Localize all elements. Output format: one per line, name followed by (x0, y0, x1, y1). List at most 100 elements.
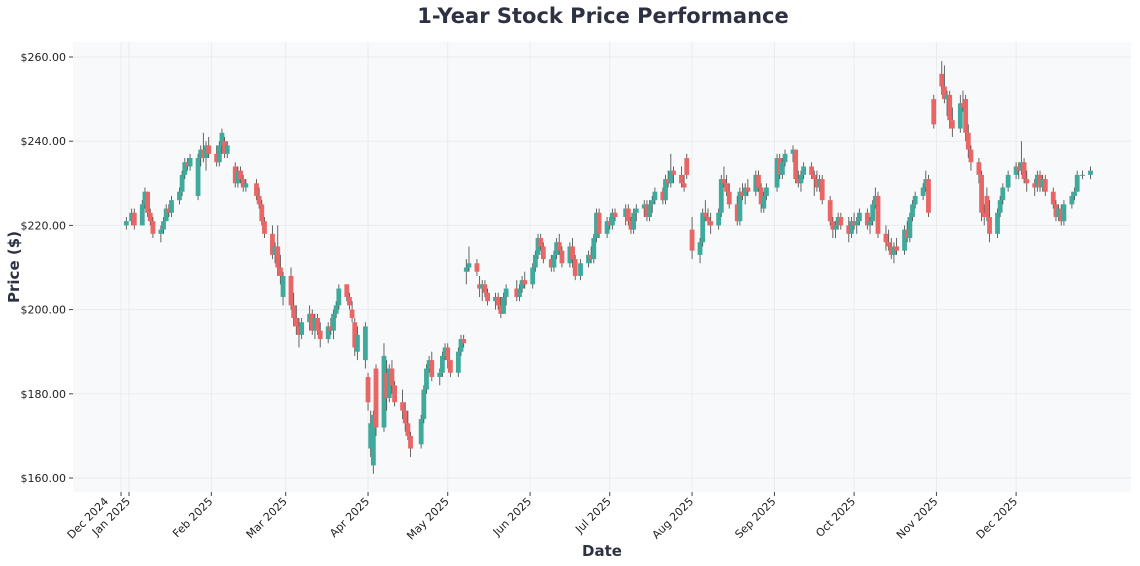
candle (344, 284, 350, 302)
candle (578, 259, 583, 281)
candle (455, 347, 461, 377)
candle (870, 200, 876, 226)
candle-body-down (259, 204, 265, 222)
candle (742, 183, 748, 205)
candle-body-down (1050, 191, 1056, 205)
candle (833, 221, 838, 239)
candle-body-down (206, 145, 212, 154)
candle-body-up (421, 389, 427, 420)
candle (147, 208, 153, 226)
candle (679, 166, 684, 188)
candle (846, 216, 852, 243)
candle (609, 208, 615, 230)
candle (243, 179, 249, 192)
x-tick-label: Dec 2025 (974, 495, 1021, 542)
candle (402, 402, 408, 432)
candle-body-down (570, 246, 575, 260)
candle (984, 187, 990, 222)
candle-body-up (591, 238, 597, 260)
candle (965, 124, 971, 159)
candle (1053, 200, 1059, 222)
candle-body-up (426, 360, 432, 369)
candle-body-up (798, 174, 804, 184)
candle (559, 246, 565, 268)
candle (968, 145, 974, 171)
candle (216, 141, 222, 167)
candle (532, 250, 538, 272)
candle-body-up (1013, 166, 1019, 175)
candle-body-down (681, 183, 687, 188)
x-tick-label: Jun 2025 (490, 495, 534, 539)
candle (142, 187, 148, 209)
candle-body-down (200, 149, 206, 159)
candle-body-down (875, 195, 881, 234)
candle-body-up (854, 221, 860, 226)
candle (904, 221, 910, 243)
candle-body-up (633, 208, 639, 213)
candle-body-up (519, 280, 525, 289)
candle (355, 326, 360, 361)
candle-body-down (538, 238, 544, 247)
candle (774, 153, 780, 192)
candle (458, 334, 464, 356)
candle (1080, 170, 1085, 180)
candle-body-down (888, 246, 894, 255)
candle-body-up (158, 229, 164, 234)
candle-body-up (312, 318, 318, 331)
candle (718, 174, 724, 217)
candle (482, 280, 488, 297)
candle (328, 318, 334, 335)
candle (503, 284, 509, 306)
x-tick-label: Mar 2025 (244, 495, 290, 541)
candles (123, 61, 1093, 474)
candle (949, 107, 955, 137)
candle (238, 166, 243, 184)
candle-body-down (214, 153, 220, 163)
candle (429, 351, 435, 382)
candle-body-up (554, 242, 560, 255)
candle (663, 174, 668, 205)
candle-body-down (540, 246, 546, 260)
candle (158, 225, 164, 243)
candle (370, 410, 376, 474)
candle (331, 309, 336, 340)
candle (854, 216, 860, 234)
candle-body-up (997, 200, 1003, 213)
candle (195, 153, 201, 201)
candle (1016, 162, 1022, 180)
candle-body-up (737, 191, 743, 222)
candle-body-down (809, 166, 814, 175)
candle (129, 208, 135, 226)
candle (782, 149, 788, 167)
candle-body-up (761, 195, 767, 209)
candle-body-down (705, 216, 711, 222)
candle-body-down (795, 179, 801, 184)
candle-body-up (336, 288, 342, 306)
candle (849, 216, 854, 239)
candle (737, 187, 743, 226)
candle (145, 191, 150, 217)
candle (123, 216, 129, 230)
candle (177, 187, 182, 205)
y-axis-label: Price ($) (5, 231, 23, 303)
candle (894, 238, 899, 255)
candle (256, 187, 262, 209)
candle (708, 212, 714, 234)
candle-body-down (596, 212, 602, 234)
candle (764, 183, 769, 201)
candle (761, 191, 767, 213)
candle-body-up (1040, 179, 1046, 188)
candle (477, 275, 482, 297)
candle (649, 195, 655, 213)
candle-body-up (1000, 187, 1006, 201)
candle-body-up (333, 305, 339, 314)
candle (753, 170, 759, 196)
candle-body-down (293, 318, 299, 327)
candle-body-up (437, 372, 443, 377)
x-axis-label: Date (582, 542, 622, 560)
candle-body-down (660, 191, 666, 201)
candle-body-down (726, 191, 732, 205)
candle-body-up (479, 284, 485, 289)
candle (333, 301, 339, 319)
candle (389, 360, 395, 394)
